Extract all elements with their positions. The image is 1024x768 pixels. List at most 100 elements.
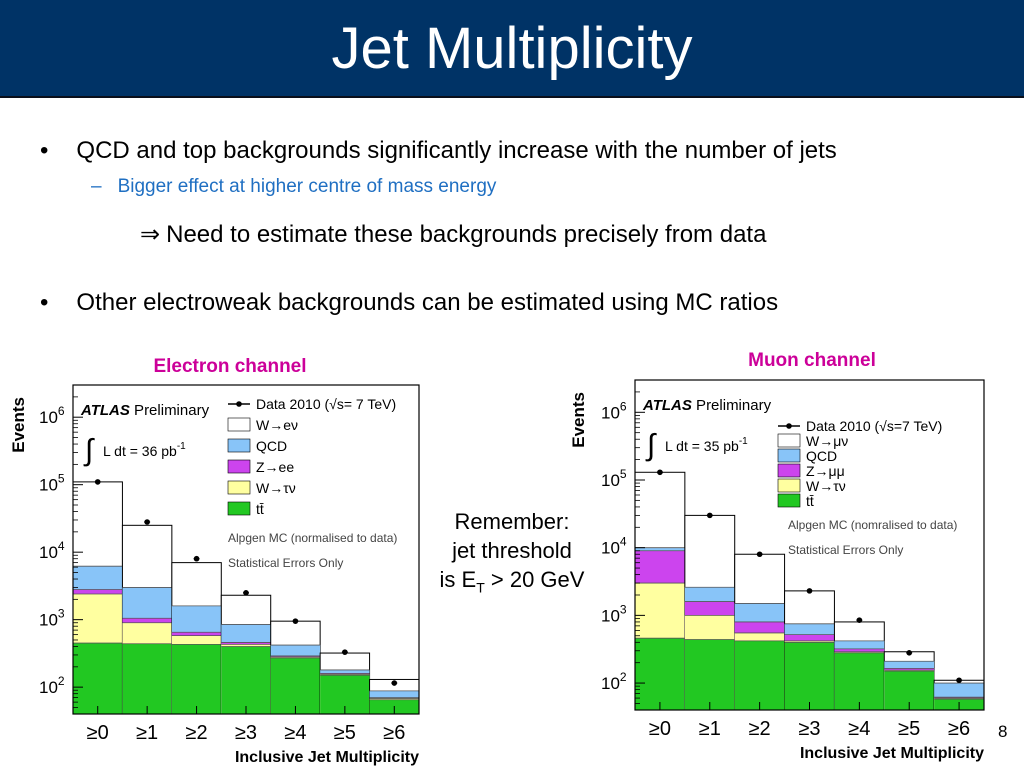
legend-data-label: Data 2010 (√s= 7 TeV) [256, 396, 396, 412]
legend-swatch-tt [227, 501, 251, 516]
y-tick-exp: 2 [620, 670, 627, 684]
data-point-1 [706, 512, 713, 519]
bar-tt-3 [784, 642, 835, 710]
y-tick-base: 10 [39, 476, 58, 495]
remember-line-1: Remember: [454, 509, 570, 534]
x-tick-label-3: ≥3 [235, 722, 257, 744]
y-tick-label-2: 104 [601, 535, 627, 558]
lumi-sup: -1 [739, 436, 748, 447]
y-tick-label-0: 102 [39, 674, 65, 697]
x-tick-label-0: ≥0 [649, 718, 671, 740]
x-tick-label-2: ≥2 [186, 722, 208, 744]
bar-tt-1 [122, 643, 172, 714]
y-tick-label-1: 103 [39, 607, 65, 630]
atlas-bold: ATLAS [80, 402, 130, 419]
lumi-sup: -1 [177, 441, 186, 452]
data-point-6 [391, 680, 398, 686]
legend-label-wtaunu: W→τν [256, 480, 296, 496]
lumi-label: L dt = 36 pb-1 [103, 441, 186, 459]
data-point-0 [657, 469, 663, 476]
remember-et-suffix: > 20 GeV [484, 567, 585, 592]
legend-swatch-wtaunu [227, 480, 251, 495]
bar-tt-0 [635, 638, 685, 710]
legend-swatch-wlnu [777, 433, 801, 448]
bar-tt-4 [270, 658, 321, 714]
x-tick-label-0: ≥0 [87, 722, 109, 744]
legend-data-marker [786, 423, 792, 429]
legend-label-tt: tt̄ [256, 501, 264, 517]
y-tick-label-0: 102 [601, 670, 627, 693]
atlas-label: ATLAS Preliminary [80, 402, 210, 419]
x-tick-label-4: ≥4 [848, 718, 870, 740]
data-point-4 [292, 618, 299, 624]
x-tick-label-3: ≥3 [798, 718, 820, 740]
bar-tt-3 [221, 646, 271, 714]
data-point-3 [806, 588, 813, 594]
bullet-2: • Other electroweak backgrounds can be es… [40, 288, 778, 318]
page-number: 8 [998, 722, 1008, 741]
muon-channel-label: Muon channel [748, 350, 876, 371]
y-tick-exp: 6 [58, 404, 65, 418]
y-tick-base: 10 [39, 611, 58, 630]
data-point-6 [956, 677, 962, 684]
integral-icon: ∫ [83, 434, 95, 467]
legend-label-zll: Z→ee [256, 459, 294, 475]
x-tick-label-6: ≥6 [383, 722, 405, 744]
title-bar: Jet Multiplicity [0, 0, 1024, 98]
legend-swatch-qcd [777, 448, 801, 463]
data-point-0 [94, 479, 101, 485]
x-tick-label-2: ≥2 [749, 718, 771, 740]
x-tick-label-1: ≥1 [136, 722, 158, 744]
lumi-text: L dt = 36 pb [103, 443, 177, 459]
y-tick-label-1: 103 [601, 602, 627, 625]
bullet-text: Other electroweak backgrounds can be est… [76, 289, 779, 316]
data-point-1 [144, 519, 150, 525]
remember-et-prefix: is E [439, 567, 477, 592]
legend-swatch-zll [227, 459, 251, 474]
legend-label-tt: tt̄ [806, 493, 814, 509]
legend-swatch-zll [777, 463, 801, 478]
y-tick-exp: 3 [58, 607, 65, 621]
data-point-2 [756, 551, 763, 558]
lumi-text: L dt = 35 pb [665, 438, 739, 454]
x-axis-title: Inclusive Jet Multiplicity [235, 749, 419, 766]
legend-label-qcd: QCD [806, 448, 837, 464]
x-tick-label-5: ≥5 [334, 722, 356, 744]
data-point-5 [906, 649, 913, 656]
bar-tt-2 [734, 640, 785, 710]
atlas-rest: Preliminary [692, 397, 772, 414]
y-tick-exp: 2 [58, 674, 65, 688]
y-tick-base: 10 [39, 543, 58, 562]
note-1: Statistical Errors Only [788, 543, 903, 557]
y-tick-label-3: 105 [601, 467, 627, 490]
bar-tt-0 [73, 643, 123, 714]
legend-swatch-tt [777, 493, 801, 508]
legend-data-marker [236, 401, 242, 407]
y-tick-base: 10 [601, 403, 620, 422]
legend-label-wlnu: W→μν [806, 433, 848, 449]
implication-text: Need to estimate these backgrounds preci… [166, 221, 767, 248]
y-tick-label-4: 106 [601, 399, 627, 422]
remember-et-subscript: T [476, 579, 485, 596]
legend-swatch-wlnu [227, 417, 251, 432]
y-tick-base: 10 [39, 678, 58, 697]
y-tick-exp: 4 [620, 535, 627, 549]
note-0: Alpgen MC (normalised to data) [228, 531, 397, 545]
bullet-1: • QCD and top backgrounds significantly i… [40, 136, 837, 166]
atlas-rest: Preliminary [130, 402, 210, 419]
bullet-text: QCD and top backgrounds significantly in… [76, 137, 837, 164]
x-tick-label-6: ≥6 [948, 718, 970, 740]
y-axis-title: Events [9, 397, 28, 453]
data-point-5 [342, 649, 348, 655]
bar-tt-1 [684, 639, 735, 710]
y-tick-label-4: 106 [39, 404, 65, 427]
lumi-label: L dt = 35 pb-1 [665, 436, 748, 454]
data-point-4 [856, 617, 863, 623]
remember-line-3: is ET > 20 GeV [412, 566, 612, 601]
bullet-marker: • [40, 289, 49, 316]
electron-channel-label: Electron channel [153, 356, 307, 377]
legend-label-zll: Z→μμ [806, 463, 845, 479]
data-point-2 [193, 555, 200, 562]
